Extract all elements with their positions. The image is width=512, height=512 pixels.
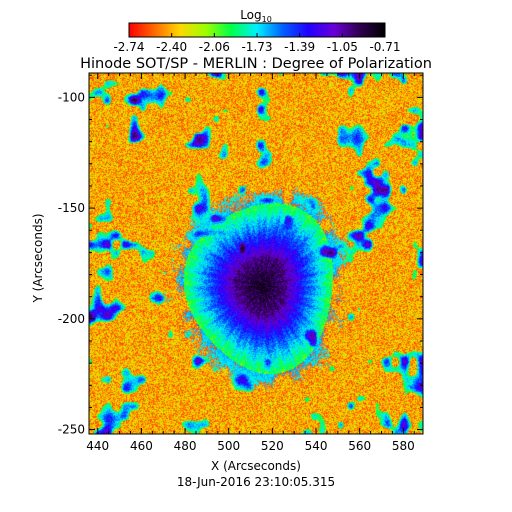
colorbar-tick-label: -1.39 (284, 40, 315, 54)
chart-subtitle: 18-Jun-2016 23:10:05.315 (177, 475, 335, 489)
colorbar-tick-label: -1.73 (241, 40, 272, 54)
y-axis: -250 -200 -150 -100 (58, 74, 423, 437)
colorbar-label: Log10 (240, 8, 272, 24)
colorbar-tick-label: -2.06 (199, 40, 230, 54)
colorbar-tick-label: -0.71 (369, 40, 400, 54)
x-tick-label: 460 (130, 439, 153, 453)
y-axis-label: Y (Arcseconds) (31, 213, 45, 303)
y-tick-label: -150 (58, 201, 85, 215)
x-tick-label: 580 (392, 439, 415, 453)
chart-title: Hinode SOT/SP - MERLIN : Degree of Polar… (80, 56, 432, 72)
x-axis: 440 460 480 500 520 540 560 580 (86, 73, 415, 453)
colorbar-tick-label: -2.74 (113, 40, 144, 54)
x-axis-label: X (Arcseconds) (211, 459, 301, 473)
x-tick-label: 520 (261, 439, 284, 453)
colorbar: Log10 -2.74 -2.40 -2.06 -1.73 -1.39 -1.05 -0.7… (113, 8, 400, 54)
y-tick-label: -100 (58, 90, 85, 104)
x-tick-label: 440 (86, 439, 109, 453)
x-tick-label: 560 (348, 439, 371, 453)
colorbar-ticks: -2.74 -2.40 -2.06 -1.73 -1.39 -1.05 -0.71 (113, 33, 401, 54)
colorbar-label-subscript: 10 (262, 15, 272, 24)
y-tick-label: -250 (58, 423, 85, 437)
x-tick-label: 540 (305, 439, 328, 453)
colorbar-tick-label: -2.40 (156, 40, 187, 54)
x-tick-label: 480 (174, 439, 197, 453)
plot-frame (88, 72, 424, 435)
colorbar-tick-label: -1.05 (327, 40, 358, 54)
heatmap-image (89, 73, 423, 434)
x-tick-label: 500 (217, 439, 240, 453)
y-tick-label: -200 (58, 312, 85, 326)
